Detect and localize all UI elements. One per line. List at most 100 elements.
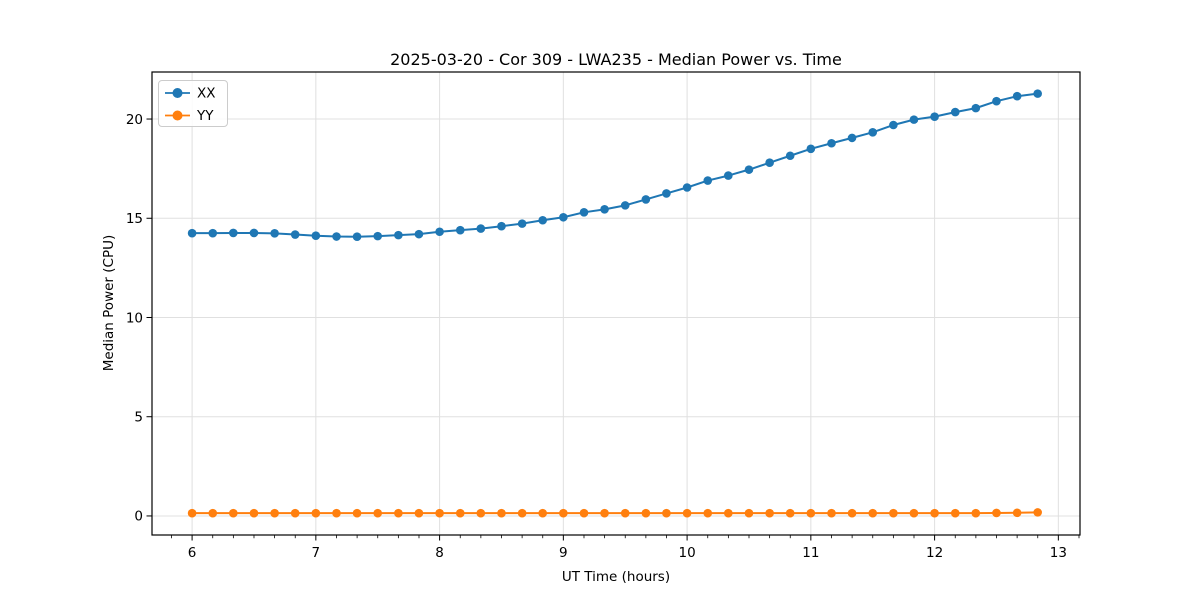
data-point-yy xyxy=(290,508,300,518)
series xyxy=(187,89,1042,518)
data-point-yy xyxy=(394,508,403,518)
data-point-xx xyxy=(950,107,960,117)
grid xyxy=(152,72,1080,535)
data-point-xx xyxy=(517,219,527,228)
data-point-yy xyxy=(827,508,836,518)
data-point-yy xyxy=(847,508,857,518)
data-point-xx xyxy=(868,128,878,137)
data-point-xx xyxy=(311,231,321,241)
y-tick-label: 15 xyxy=(126,211,143,227)
data-point-xx xyxy=(889,120,898,130)
data-point-xx xyxy=(785,151,795,161)
data-point-yy xyxy=(187,508,197,518)
data-point-yy xyxy=(724,508,733,518)
data-point-xx xyxy=(208,228,218,238)
data-point-yy xyxy=(352,508,362,518)
legend-marker-xx xyxy=(172,88,183,98)
data-point-xx xyxy=(476,224,486,233)
data-point-xx xyxy=(187,228,197,238)
data-point-yy xyxy=(455,508,465,518)
data-point-xx xyxy=(579,208,589,217)
data-point-xx xyxy=(229,228,238,238)
data-point-yy xyxy=(641,508,651,518)
data-point-xx xyxy=(1012,91,1022,101)
data-point-xx xyxy=(765,158,774,167)
chart-title: 2025-03-20 - Cor 309 - LWA235 - Median P… xyxy=(390,50,842,69)
data-point-xx xyxy=(559,212,568,222)
x-tick-label: 9 xyxy=(559,545,568,561)
data-point-yy xyxy=(620,508,630,518)
data-point-xx xyxy=(827,138,836,148)
data-point-yy xyxy=(208,508,218,518)
data-point-yy xyxy=(1012,508,1022,518)
legend-item-yy: YY xyxy=(165,108,214,124)
data-point-xx xyxy=(641,195,651,204)
data-point-xx xyxy=(414,229,424,239)
legend-item-xx: XX xyxy=(165,86,216,102)
data-point-xx xyxy=(620,201,630,210)
x-tick-label: 6 xyxy=(188,545,197,561)
data-point-xx xyxy=(290,230,300,239)
x-tick-label: 13 xyxy=(1050,545,1067,561)
data-point-xx xyxy=(435,227,444,237)
data-point-xx xyxy=(373,231,383,241)
data-point-yy xyxy=(1033,508,1042,517)
data-point-yy xyxy=(559,508,568,518)
data-point-xx xyxy=(909,115,919,124)
data-point-xx xyxy=(497,221,506,231)
data-point-xx xyxy=(538,215,547,225)
y-tick-label: 0 xyxy=(134,509,143,525)
data-point-xx xyxy=(806,144,816,154)
data-point-xx xyxy=(724,171,733,180)
legend-box xyxy=(158,80,228,127)
x-tick-label: 7 xyxy=(312,545,321,561)
data-point-xx xyxy=(662,189,671,198)
data-point-yy xyxy=(249,508,259,518)
data-point-yy xyxy=(950,508,960,518)
data-point-xx xyxy=(249,228,259,238)
data-point-yy xyxy=(930,508,939,518)
data-point-yy xyxy=(311,508,321,518)
series-line-xx xyxy=(192,92,1038,238)
data-point-yy xyxy=(414,508,424,518)
data-point-xx xyxy=(971,103,981,113)
data-point-yy xyxy=(476,508,486,518)
data-point-yy xyxy=(373,508,383,518)
data-point-yy xyxy=(806,508,816,518)
data-point-yy xyxy=(909,508,919,518)
data-point-yy xyxy=(971,508,981,518)
data-point-xx xyxy=(1033,89,1042,98)
x-axis-label: UT Time (hours) xyxy=(562,569,670,585)
legend-label-yy: YY xyxy=(196,108,214,124)
data-point-yy xyxy=(538,508,547,518)
data-point-xx xyxy=(600,205,609,214)
data-point-xx xyxy=(992,96,1001,106)
y-tick-label: 5 xyxy=(134,410,143,426)
legend: XX YY xyxy=(158,80,228,127)
data-point-xx xyxy=(455,225,465,235)
legend-label-xx: XX xyxy=(197,86,216,102)
data-point-yy xyxy=(435,508,444,518)
y-axis-label: Median Power (CPU) xyxy=(101,235,117,371)
data-point-yy xyxy=(744,508,754,518)
y-tick-label: 10 xyxy=(126,310,143,326)
data-point-yy xyxy=(517,508,527,518)
x-tick-label: 12 xyxy=(926,545,943,561)
data-point-xx xyxy=(930,112,939,121)
x-tick-label: 8 xyxy=(435,545,444,561)
data-point-xx xyxy=(270,229,279,238)
axes: 6 7 8 9 10 11 12 13 0 5 10 15 20 xyxy=(126,71,1081,561)
x-tick-label: 11 xyxy=(802,545,819,561)
series-xx xyxy=(187,89,1042,242)
data-point-xx xyxy=(744,165,754,174)
data-point-yy xyxy=(992,508,1001,518)
data-point-xx xyxy=(703,176,713,185)
data-point-yy xyxy=(682,508,692,518)
data-point-yy xyxy=(270,508,279,518)
plot-border xyxy=(151,71,1081,536)
data-point-xx xyxy=(352,232,362,242)
data-point-yy xyxy=(662,508,671,518)
data-point-xx xyxy=(847,133,857,143)
data-point-yy xyxy=(229,508,238,518)
